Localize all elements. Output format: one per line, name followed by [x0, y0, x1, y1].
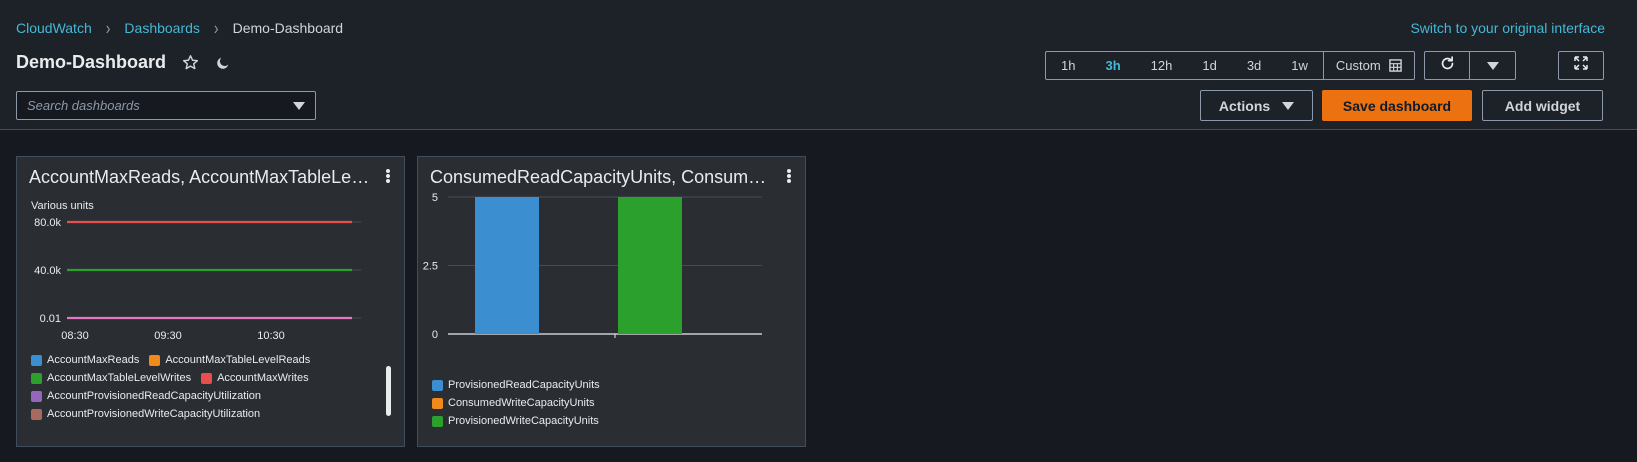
widget-account-limits[interactable]: AccountMaxReads, AccountMaxTableLevelRea… — [16, 156, 405, 447]
legend-item[interactable]: AccountMaxTableLevelWrites — [31, 369, 191, 387]
legend-label: ProvisionedWriteCapacityUnits — [448, 415, 599, 427]
legend-label: ConsumedWriteCapacityUnits — [448, 397, 595, 409]
title-row: Demo-Dashboard — [16, 52, 231, 73]
y-tick-label: 0.01 — [40, 313, 61, 325]
x-tick-label: 10:30 — [257, 330, 285, 342]
dashboard-header: CloudWatch › Dashboards › Demo-Dashboard… — [0, 0, 1637, 130]
legend-swatch — [149, 354, 161, 366]
widget-menu-icon[interactable] — [384, 167, 392, 185]
y-tick-label: 5 — [432, 192, 438, 204]
widget-menu-icon[interactable] — [785, 167, 793, 185]
time-range-selector: 1h 3h 12h 1d 3d 1w Custom — [1045, 51, 1415, 80]
legend-label: AccountMaxTableLevelReads — [165, 354, 311, 366]
legend-label: AccountProvisionedWriteCapacityUtilizati… — [47, 408, 261, 420]
search-input[interactable] — [27, 98, 293, 113]
legend-item[interactable]: AccountProvisionedWriteCapacityUtilizati… — [31, 405, 320, 423]
time-1d[interactable]: 1d — [1202, 58, 1217, 73]
caret-down-icon — [1282, 101, 1295, 110]
bar-chart: 02.55 — [423, 192, 762, 341]
legend-swatch — [31, 390, 42, 402]
legend-swatch — [201, 372, 213, 384]
legend-scrollbar[interactable] — [386, 366, 391, 416]
breadcrumb-cloudwatch[interactable]: CloudWatch — [16, 20, 92, 36]
y-axis-label: Various units — [31, 200, 94, 212]
legend-swatch — [432, 415, 443, 427]
add-widget-button[interactable]: Add widget — [1482, 90, 1603, 121]
line-chart: 0.01 40.0k 80.0k 08:30 09:30 10:30 — [34, 217, 361, 342]
legend-swatch — [31, 408, 42, 420]
bar — [618, 197, 682, 334]
fullscreen-button[interactable] — [1558, 51, 1604, 80]
legend-item[interactable]: ConsumedWriteCapacityUnits — [432, 394, 600, 412]
breadcrumb-current: Demo-Dashboard — [232, 20, 344, 36]
legend-swatch — [432, 397, 443, 409]
fullscreen-icon — [1573, 55, 1589, 76]
x-tick-label: 08:30 — [61, 330, 89, 342]
refresh-interval-dropdown[interactable] — [1470, 51, 1516, 80]
legend-label: ProvisionedReadCapacityUnits — [448, 379, 600, 391]
widget-capacity-units[interactable]: ConsumedReadCapacityUnits, ConsumedWrite… — [417, 156, 806, 447]
time-12h[interactable]: 12h — [1150, 58, 1173, 73]
breadcrumb-dashboards[interactable]: Dashboards — [124, 20, 200, 36]
legend-item[interactable]: AccountMaxWrites — [201, 369, 309, 387]
y-tick-label: 2.5 — [423, 261, 438, 273]
page-title: Demo-Dashboard — [16, 52, 167, 72]
legend-swatch — [31, 372, 42, 384]
breadcrumb: CloudWatch › Dashboards › Demo-Dashboard — [16, 17, 344, 39]
actions-label: Actions — [1218, 97, 1271, 114]
legend-item[interactable]: AccountMaxReads — [31, 351, 139, 369]
caret-down-icon — [1486, 61, 1499, 70]
time-custom[interactable]: Custom — [1322, 52, 1414, 79]
chevron-right-icon: › — [213, 17, 219, 39]
legend-label: AccountMaxReads — [47, 354, 140, 366]
search-dashboards-select[interactable] — [16, 91, 316, 120]
y-tick-label: 80.0k — [34, 217, 61, 229]
save-dashboard-button[interactable]: Save dashboard — [1322, 90, 1472, 121]
caret-down-icon[interactable] — [293, 101, 305, 110]
calendar-icon — [1388, 59, 1402, 72]
refresh-icon — [1439, 55, 1456, 77]
legend-label: AccountMaxWrites — [217, 372, 309, 384]
x-tick-label: 09:30 — [154, 330, 182, 342]
time-1w[interactable]: 1w — [1291, 58, 1308, 73]
custom-label: Custom — [1335, 58, 1381, 73]
actions-button[interactable]: Actions — [1200, 90, 1313, 121]
chart-legend: AccountMaxReads AccountMaxTableLevelRead… — [31, 351, 320, 423]
time-3h[interactable]: 3h — [1105, 58, 1121, 73]
y-tick-label: 40.0k — [34, 265, 61, 277]
y-tick-label: 0 — [432, 329, 438, 341]
legend-swatch — [432, 379, 443, 391]
legend-label: AccountProvisionedReadCapacityUtilizatio… — [47, 390, 262, 402]
time-3d[interactable]: 3d — [1246, 58, 1262, 73]
chart-legend: ProvisionedReadCapacityUnits ConsumedWri… — [432, 376, 600, 430]
legend-item[interactable]: AccountMaxTableLevelReads — [149, 351, 310, 369]
legend-item[interactable]: AccountProvisionedReadCapacityUtilizatio… — [31, 387, 320, 405]
legend-swatch — [31, 354, 42, 366]
bar — [475, 197, 539, 334]
switch-interface-link[interactable]: Switch to your original interface — [1410, 20, 1605, 36]
legend-item[interactable]: ProvisionedReadCapacityUnits — [432, 376, 600, 394]
moon-icon[interactable] — [215, 55, 231, 71]
time-1h[interactable]: 1h — [1061, 58, 1076, 73]
chevron-right-icon: › — [105, 17, 111, 39]
refresh-button[interactable] — [1424, 51, 1470, 80]
star-icon[interactable] — [182, 54, 199, 71]
legend-item[interactable]: ProvisionedWriteCapacityUnits — [432, 412, 600, 430]
legend-label: AccountMaxTableLevelWrites — [47, 372, 192, 384]
